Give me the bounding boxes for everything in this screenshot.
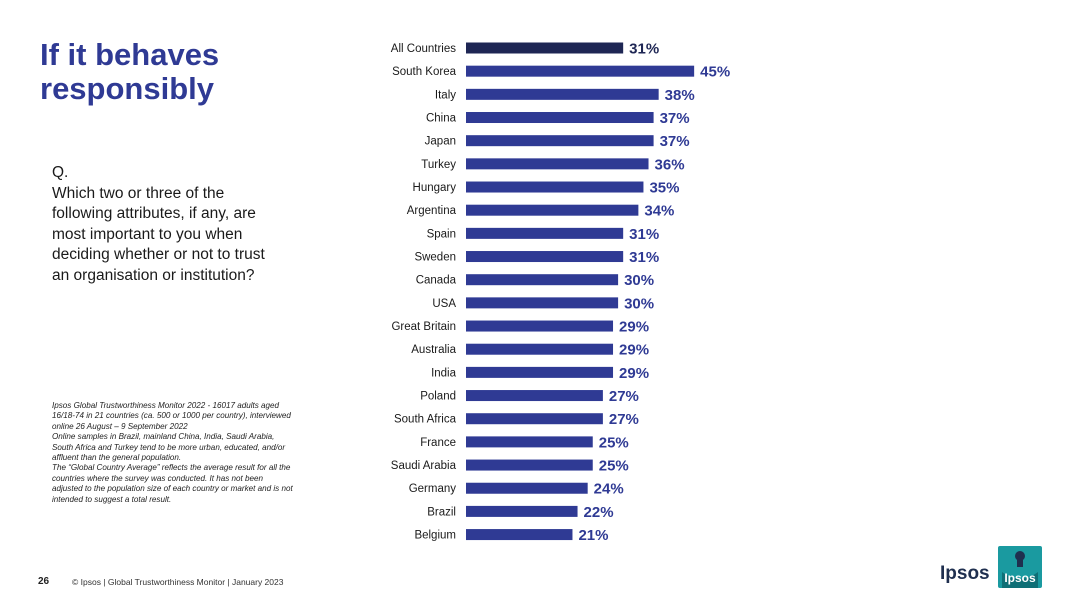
- value-label: 27%: [609, 411, 639, 428]
- value-label: 37%: [660, 133, 690, 150]
- category-label: Poland: [420, 391, 456, 403]
- value-label: 27%: [609, 388, 639, 405]
- question-line-5: an organisation or institution?: [52, 266, 255, 284]
- bar: [466, 251, 624, 263]
- footnote-line-10: intended to suggest a total result.: [52, 494, 172, 504]
- footnote-line-5: South Africa and Turkey tend to be more …: [52, 442, 286, 452]
- value-label: 29%: [619, 365, 649, 382]
- bar: [466, 135, 654, 147]
- footnote-line-7: The “Global Country Average” reflects th…: [52, 463, 291, 473]
- footnote-line-1: Ipsos Global Trustworthiness Monitor 202…: [52, 401, 280, 410]
- footnote-line-2: 16/18-74 in 21 countries (ca. 500 or 100…: [52, 411, 291, 421]
- category-label: Hungary: [413, 182, 457, 194]
- category-label: France: [420, 437, 456, 449]
- question-line-3: most important to you when: [52, 225, 243, 243]
- bar: [466, 204, 639, 216]
- bar: [466, 158, 649, 170]
- value-label: 24%: [594, 481, 624, 498]
- bar: [466, 227, 624, 239]
- category-label: Saudi Arabia: [391, 460, 457, 472]
- survey-question: Q. Which two or three of the following a…: [52, 163, 292, 286]
- category-label: India: [431, 367, 457, 379]
- value-label: 22%: [584, 504, 614, 521]
- category-label: Spain: [427, 228, 456, 240]
- title-line-1: If it behaves: [40, 37, 220, 72]
- value-label: 31%: [629, 41, 659, 58]
- footnote-line-4: Online samples in Brazil, mainland China…: [52, 432, 275, 442]
- category-label: Germany: [409, 483, 457, 495]
- category-label: South Africa: [394, 414, 457, 426]
- bar: [466, 112, 654, 124]
- bar: [466, 65, 695, 77]
- category-label: All Countries: [391, 43, 456, 55]
- value-label: 25%: [599, 434, 629, 451]
- bar: [466, 505, 578, 517]
- title-line-2: responsibly: [40, 71, 214, 106]
- category-label: Brazil: [427, 506, 456, 518]
- category-label: Sweden: [414, 252, 456, 264]
- question-line-4: deciding whether or not to trust: [52, 246, 265, 263]
- value-label: 30%: [624, 272, 654, 289]
- value-label: 29%: [619, 319, 649, 336]
- category-label: Argentina: [407, 205, 457, 217]
- footnote-line-3: online 26 August – 9 September 2022: [52, 421, 188, 431]
- bar: [466, 297, 619, 309]
- footnote-line-9: adjusted to the population size of each …: [52, 484, 293, 494]
- value-label: 37%: [660, 110, 690, 127]
- bar: [466, 459, 593, 471]
- value-label: 21%: [578, 527, 608, 544]
- ipsos-wordmark: Ipsos: [940, 563, 990, 584]
- value-label: 36%: [655, 156, 685, 173]
- bar: [466, 436, 593, 448]
- bar: [466, 88, 659, 100]
- value-label: 29%: [619, 342, 649, 359]
- value-label: 35%: [649, 180, 679, 197]
- page-title: If it behaves responsibly: [40, 38, 340, 106]
- question-line-1: Which two or three of the: [52, 184, 225, 202]
- category-label: Canada: [416, 275, 457, 287]
- footnote-line-6: affluent than the general population.: [52, 453, 182, 463]
- question-prefix: Q.: [52, 164, 69, 181]
- bar: [466, 274, 619, 286]
- bar: [466, 181, 644, 193]
- category-label: China: [426, 113, 457, 125]
- bar: [466, 366, 614, 378]
- category-label: Japan: [425, 136, 456, 148]
- bar-all-countries: [466, 42, 624, 54]
- value-label: 45%: [700, 64, 730, 81]
- bar: [466, 390, 603, 402]
- footnote-line-8: countries where the survey was conducted…: [52, 473, 264, 483]
- category-label: Australia: [411, 344, 456, 356]
- question-line-2: following attributes, if any, are: [52, 205, 256, 222]
- value-label: 25%: [599, 458, 629, 475]
- category-label: South Korea: [392, 66, 457, 78]
- value-label: 34%: [644, 203, 674, 220]
- category-label: USA: [432, 298, 456, 310]
- category-label: Belgium: [414, 530, 456, 542]
- category-label: Great Britain: [391, 321, 456, 333]
- bar: [466, 529, 573, 541]
- bar: [466, 343, 614, 355]
- value-label: 31%: [629, 226, 659, 243]
- ipsos-logo-text: Ipsos: [1004, 571, 1036, 585]
- bar: [466, 320, 614, 332]
- bar: [466, 482, 588, 494]
- category-label: Turkey: [421, 159, 456, 171]
- category-label: Italy: [435, 89, 456, 101]
- bar: [466, 413, 603, 425]
- footer-copyright: © Ipsos | Global Trustworthiness Monitor…: [72, 577, 284, 587]
- value-label: 31%: [629, 249, 659, 266]
- value-label: 38%: [665, 87, 695, 104]
- methodology-footnote: Ipsos Global Trustworthiness Monitor 202…: [52, 401, 342, 505]
- ipsos-logo-icon: Ipsos: [998, 546, 1042, 588]
- value-label: 30%: [624, 295, 654, 312]
- page-number: 26: [38, 576, 50, 587]
